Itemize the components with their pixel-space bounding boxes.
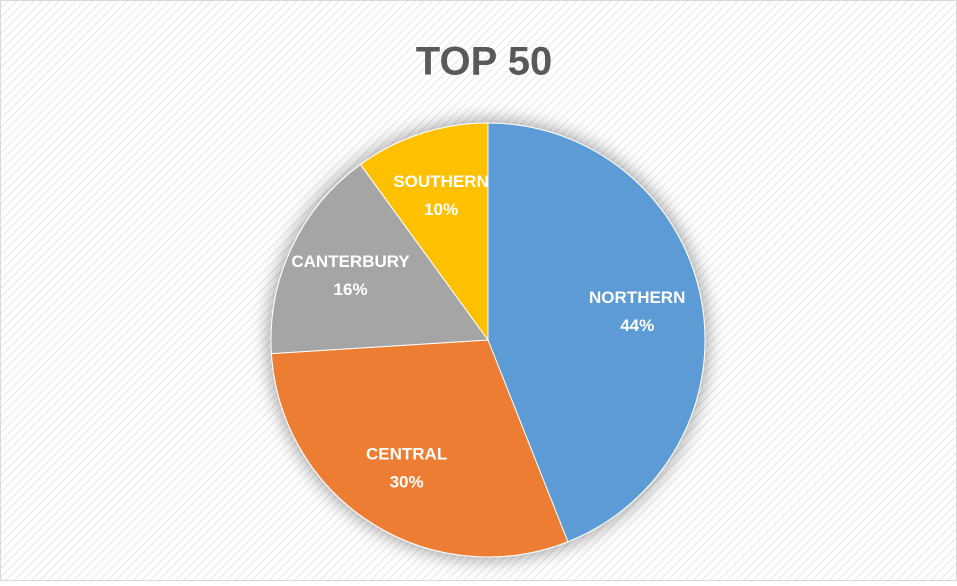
slice-value-label: 30%	[390, 473, 424, 492]
pie-slice	[270, 163, 489, 355]
slice-value-label: 16%	[334, 280, 368, 299]
pie	[270, 122, 706, 558]
slice-category-label: CENTRAL	[366, 445, 447, 464]
slice-category-label: SOUTHERN	[393, 172, 488, 191]
slice-value-label: 44%	[620, 316, 654, 335]
chart-title: TOP 50	[416, 40, 552, 84]
pie-slice	[487, 122, 706, 543]
slice-category-label: NORTHERN	[589, 288, 685, 307]
pie-slice	[270, 339, 569, 558]
slice-value-label: 10%	[424, 200, 458, 219]
pie-slice	[359, 122, 489, 342]
slice-category-label: CANTERBURY	[291, 252, 410, 271]
